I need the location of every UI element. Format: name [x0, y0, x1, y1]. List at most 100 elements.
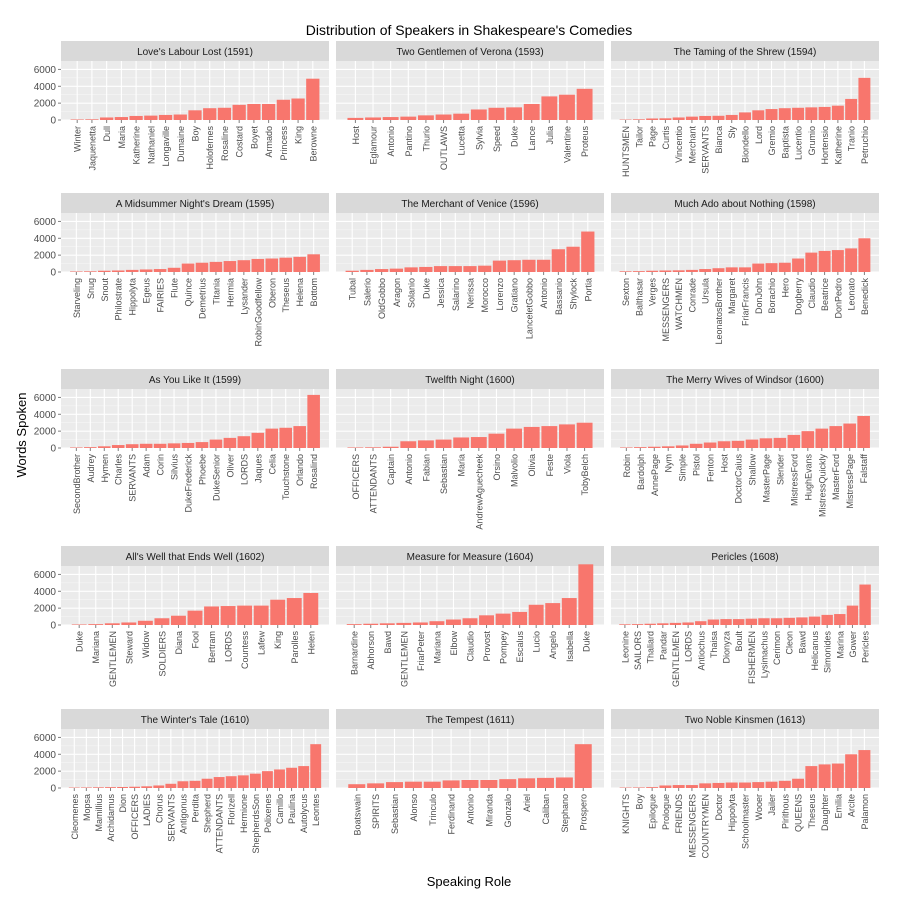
bar [619, 271, 632, 272]
x-tick-label: Hermia [225, 278, 235, 307]
facet-strip [611, 369, 879, 389]
x-tick-label: Claudio [807, 278, 817, 309]
bar [661, 446, 675, 448]
x-tick-label: Silvius [170, 454, 180, 481]
bar [831, 105, 844, 120]
bar [345, 270, 359, 272]
bar [752, 782, 765, 788]
bar [646, 787, 659, 788]
y-tick-label: 6000 [34, 217, 57, 228]
x-tick-label: Holofernes [205, 126, 215, 170]
bar [274, 769, 285, 788]
bar [188, 110, 202, 120]
bar [129, 115, 143, 120]
facet-title: All's Well that Ends Well (1602) [126, 552, 265, 563]
x-tick-label: Charles [114, 454, 124, 486]
x-tick-label: Pompey [499, 631, 509, 665]
x-tick-label: LADIES [142, 794, 152, 826]
y-tick-label: 0 [50, 784, 56, 795]
x-tick-label: Cleomenes [70, 794, 80, 840]
bar [419, 266, 433, 272]
bar [632, 271, 645, 272]
bar [249, 773, 261, 788]
x-tick-label: Boult [734, 631, 744, 652]
bar [105, 787, 116, 788]
y-tick-label: 6000 [34, 393, 57, 404]
x-tick-label: Gower [848, 631, 858, 658]
bar [739, 267, 751, 272]
x-tick-label: Miranda [484, 794, 494, 827]
x-tick-label: Hortensio [820, 126, 830, 165]
x-tick-label: HughEvans [803, 454, 813, 501]
x-tick-label: Gonzalo [503, 794, 513, 828]
x-tick-label: Abhorson [366, 631, 376, 670]
x-tick-label: Adam [142, 454, 152, 478]
x-tick-label: Polixenes [263, 794, 273, 834]
x-tick-label: Sylvia [474, 126, 484, 150]
x-tick-label: Bawd [797, 631, 807, 654]
facet-strip [61, 709, 329, 729]
facet-strip [61, 369, 329, 389]
x-tick-label: FriarFrancis [741, 278, 751, 327]
bar [566, 246, 580, 272]
bar [659, 270, 672, 272]
x-tick-label: OFFICERS [130, 794, 140, 840]
x-tick-label: Captain [386, 454, 396, 485]
x-tick-label: Verges [648, 278, 658, 307]
bar [792, 107, 805, 120]
bar [253, 605, 269, 625]
x-tick-label: Lance [527, 126, 537, 151]
x-tick-label: Petruchio [860, 126, 870, 164]
x-tick-label: COUNTRYMEN [701, 794, 711, 858]
facet-strip [61, 193, 329, 213]
bar [703, 442, 717, 448]
x-tick-label: SAILORS [633, 631, 643, 670]
x-tick-label: Elbow [449, 631, 459, 656]
x-tick-label: Mopsa [82, 794, 92, 821]
bar [286, 767, 298, 788]
bar [857, 415, 870, 448]
x-tick-label: Dion [118, 794, 128, 813]
x-tick-label: Feste [545, 454, 555, 477]
x-tick-label: Lord [754, 126, 764, 144]
x-tick-label: King [273, 631, 283, 649]
bar [831, 250, 844, 272]
x-tick-label: Simple [678, 454, 688, 482]
bar [386, 782, 403, 788]
bar [404, 781, 422, 788]
bar [217, 107, 232, 120]
x-tick-label: Princess [279, 126, 289, 161]
y-tick-label: 2000 [34, 99, 57, 110]
y-tick-label: 0 [50, 444, 56, 455]
x-tick-label: Tailor [634, 126, 644, 148]
x-tick-label: Host [720, 454, 730, 473]
x-tick-label: Slender [775, 454, 785, 485]
bar [154, 618, 170, 625]
x-tick-label: Widow [141, 631, 151, 659]
x-tick-label: Parolles [290, 631, 300, 664]
bar [139, 443, 153, 448]
bar [541, 426, 558, 448]
bar [265, 428, 279, 448]
x-tick-label: Fabian [421, 454, 431, 482]
x-tick-label: SPIRITS [371, 794, 381, 829]
x-tick-label: Dogberry [794, 278, 804, 316]
x-tick-label: Escalus [515, 631, 525, 663]
facet-title: The Taming of the Shrew (1594) [674, 47, 817, 58]
x-tick-label: Malvolio [510, 454, 520, 487]
x-tick-label: Robin [622, 454, 632, 478]
bar [512, 611, 528, 625]
x-tick-label: OldGobbo [377, 278, 387, 319]
facet-title: Much Ado about Nothing (1598) [674, 199, 815, 210]
bar [470, 437, 487, 448]
x-tick-label: Balthasar [634, 278, 644, 316]
x-tick-label: Pantino [404, 126, 414, 157]
x-tick-label: Jaques [253, 454, 263, 484]
bar [167, 267, 181, 272]
x-tick-label: Sexton [621, 278, 631, 306]
x-tick-label: ATTENDANTS [369, 454, 379, 513]
bar [310, 744, 322, 788]
facet-strip [336, 41, 604, 61]
x-tick-label: Borachio [767, 278, 777, 314]
facet-panel: Two Gentlemen of Verona (1593) Host Eglamo… [336, 41, 604, 170]
